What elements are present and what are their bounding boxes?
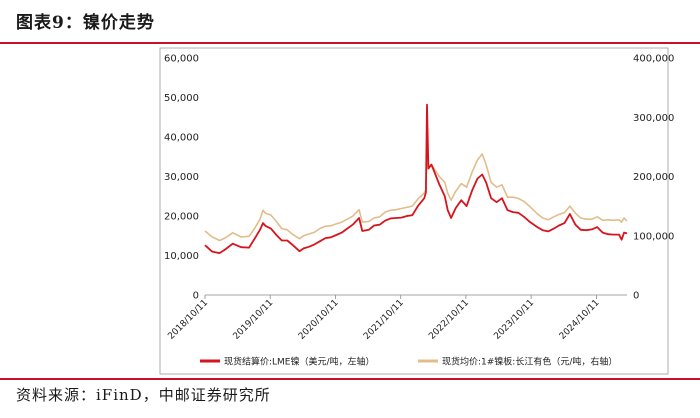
series-layer [204, 103, 628, 255]
y-left-axis: 0 10,000 20,000 30,000 40,000 50,000 60,000 [164, 54, 199, 302]
chart-frame [159, 47, 669, 375]
y-left-tick-label: 10,000 [164, 251, 199, 262]
chart-header: 图表9：镍价走势 [0, 0, 700, 44]
x-tick-label: 2021/10/11 [362, 298, 406, 342]
legend-label-1: 现货均价:1#镍板:长江有色（元/吨，右轴） [442, 356, 617, 368]
x-tick-label: 2022/10/11 [427, 298, 471, 342]
source-divider [0, 378, 700, 380]
nickel-price-chart: 0 10,000 20,000 30,000 40,000 50,000 60,000 0 1… [159, 47, 674, 375]
y-right-tick-label: 200,000 [633, 172, 674, 183]
source-note: 资料来源：iFinD，中邮证券研究所 [16, 386, 271, 404]
y-left-tick-label: 60,000 [164, 54, 199, 65]
y-left-tick-label: 50,000 [164, 93, 199, 104]
legend: 现货结算价:LME镍（美元/吨，左轴） 现货均价:1#镍板:长江有色（元/吨，右轴… [200, 356, 617, 368]
x-tick-label: 2023/10/11 [492, 298, 536, 342]
y-right-tick-label: 300,000 [633, 113, 674, 124]
y-right-tick-label: 400,000 [633, 54, 674, 65]
y-left-tick-label: 20,000 [164, 212, 199, 223]
y-left-tick-label: 40,000 [164, 133, 199, 144]
x-tick-label: 2024/10/11 [558, 298, 602, 342]
header-divider [0, 42, 700, 44]
y-left-tick-label: 30,000 [164, 172, 199, 183]
series-line-0 [204, 103, 628, 255]
series-line-1 [204, 141, 628, 242]
y-left-tick-label: 0 [193, 291, 199, 302]
x-axis: 2018/10/11 2019/10/11 2020/10/11 2021/10/11… [166, 294, 627, 342]
page-title: 图表9：镍价走势 [16, 13, 155, 33]
x-tick-label: 2018/10/11 [166, 298, 210, 342]
legend-label-0: 现货结算价:LME镍（美元/吨，左轴） [224, 356, 375, 368]
y-right-tick-label: 100,000 [633, 231, 674, 242]
y-right-tick-label: 0 [633, 291, 639, 302]
x-tick-label: 2019/10/11 [232, 298, 276, 342]
x-tick-label: 2020/10/11 [297, 298, 341, 342]
y-right-axis: 0 100,000 200,000 300,000 400,000 [633, 54, 674, 302]
